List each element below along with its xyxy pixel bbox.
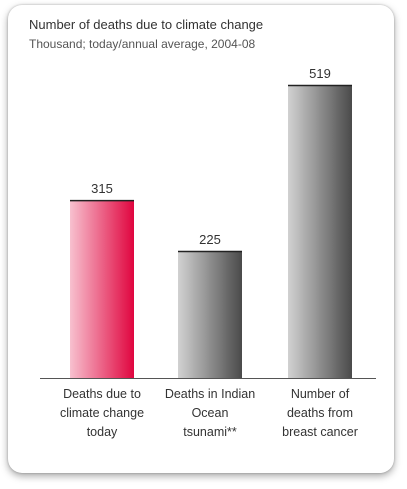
- bar-shine: [70, 200, 134, 378]
- chart-subtitle: Thousand; today/annual average, 2004-08: [29, 37, 255, 51]
- value-label: 519: [309, 66, 331, 81]
- value-label: 315: [91, 181, 113, 196]
- x-tick-label: Number of deaths from breast cancer: [282, 387, 358, 439]
- bar-shine: [288, 85, 352, 378]
- x-tick-label: Deaths due to climate change today: [59, 387, 145, 439]
- chart-title: Number of deaths due to climate change: [29, 17, 263, 32]
- value-label: 225: [199, 232, 221, 247]
- x-tick-label: Deaths in Indian Ocean tsunami**: [164, 387, 256, 439]
- bar-shine: [178, 250, 242, 378]
